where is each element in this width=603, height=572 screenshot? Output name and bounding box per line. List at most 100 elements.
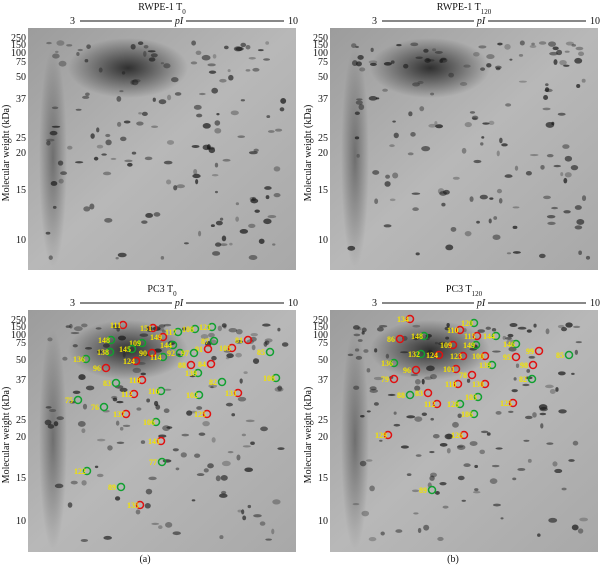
gel-spot xyxy=(500,517,504,520)
gel-spot xyxy=(491,464,500,468)
gel-spot xyxy=(196,473,205,477)
gel-spot xyxy=(257,49,264,52)
gel-spot xyxy=(262,323,271,327)
gel-spot xyxy=(124,159,133,163)
gel-spot xyxy=(457,413,462,419)
gel-spot xyxy=(281,342,289,347)
spot-label: 144 xyxy=(160,341,172,350)
gel-spot xyxy=(248,56,256,60)
gel-spot xyxy=(195,178,199,185)
gel-spot xyxy=(225,356,230,360)
gel-spot xyxy=(407,152,414,156)
mw-tick-label: 10 xyxy=(16,235,26,246)
gel-spot xyxy=(210,224,215,228)
gel-spot xyxy=(44,419,52,426)
gel-spot xyxy=(130,43,136,50)
gel-spot xyxy=(215,475,221,482)
pi-end: 10 xyxy=(288,16,298,27)
gel-spot xyxy=(184,242,189,245)
gel-spot xyxy=(208,384,217,389)
gel-spot xyxy=(540,164,545,170)
gel-spot xyxy=(148,476,157,481)
gel-spot xyxy=(110,157,117,160)
gel-spot xyxy=(372,170,380,175)
spot-label: 128 xyxy=(447,400,459,409)
spot-marker xyxy=(455,325,465,335)
gel-spot xyxy=(163,63,171,69)
gel-spot xyxy=(359,460,367,467)
spot-label: 102 xyxy=(186,391,198,400)
gel-spot xyxy=(411,489,420,493)
gel-spot xyxy=(248,223,256,228)
gel-spot xyxy=(574,349,579,355)
gel-spot xyxy=(237,396,247,402)
spot-marker xyxy=(453,379,463,389)
gel-spot xyxy=(581,195,587,202)
gel-spot xyxy=(578,51,585,57)
panel-title-text: PC3 T xyxy=(446,284,472,295)
gel-spot xyxy=(202,421,210,427)
mw-tick-label: 75 xyxy=(16,57,26,68)
gel-spot xyxy=(272,243,276,246)
gel-spot xyxy=(434,341,438,345)
gel-spot xyxy=(538,253,546,259)
gel-spot xyxy=(122,424,131,428)
gel-spot xyxy=(117,335,127,341)
spot-marker xyxy=(405,314,415,324)
gel-spot xyxy=(354,348,360,352)
gel-spot xyxy=(104,217,113,223)
gel-spot xyxy=(52,53,60,59)
gel-spot xyxy=(469,111,476,114)
gel-spot xyxy=(528,355,536,359)
mw-tick-label: 15 xyxy=(16,185,26,196)
gel-spot xyxy=(271,528,275,535)
gel-spot xyxy=(116,96,122,102)
gel-spot xyxy=(147,50,156,53)
gel-spot xyxy=(234,339,244,344)
spot-label: 100 xyxy=(472,352,484,361)
gel-spot xyxy=(279,107,285,112)
spot-label: 144 xyxy=(483,332,495,341)
gel-spot xyxy=(531,42,535,46)
gel-spot xyxy=(361,327,367,333)
gel-spot xyxy=(353,385,360,390)
gel-spot xyxy=(105,139,112,146)
gel-spot xyxy=(496,150,500,157)
gel-spot xyxy=(193,104,202,110)
gel-spot xyxy=(559,60,567,66)
pi-label: pI xyxy=(476,298,486,309)
gel-spot xyxy=(509,323,518,328)
spot-label: 151 xyxy=(140,324,152,333)
mw-tick-label: 150 xyxy=(11,322,26,333)
gel-spot xyxy=(252,67,260,72)
spot-label: 88 xyxy=(397,391,405,400)
gel-spot xyxy=(509,58,513,61)
pi-label: pI xyxy=(174,298,184,309)
gel-spot xyxy=(471,115,479,121)
spot-label: 85 xyxy=(257,348,265,357)
spot-marker xyxy=(157,457,167,467)
gel-spot xyxy=(429,475,435,481)
spot-label: 96 xyxy=(93,364,101,373)
gel-spot xyxy=(585,255,591,260)
gel-spot xyxy=(259,521,266,526)
gel-spot xyxy=(575,46,584,51)
gel-spot xyxy=(549,388,556,395)
spot-marker xyxy=(81,354,91,364)
spot-marker xyxy=(217,377,227,387)
gel-spot xyxy=(182,326,187,331)
gel-spot xyxy=(477,329,486,333)
gel-spot xyxy=(119,387,128,393)
gel-spot xyxy=(267,215,277,219)
gel-spot xyxy=(544,87,550,93)
gel-spot xyxy=(137,41,144,46)
gel-spot xyxy=(368,536,377,542)
caption: (a) xyxy=(139,554,150,565)
gel-spot xyxy=(359,67,366,72)
gel-spot xyxy=(469,196,474,202)
gel-spot xyxy=(412,335,420,341)
gel-spot xyxy=(544,384,554,389)
spot-label: 108 xyxy=(182,325,194,334)
gel-spot xyxy=(102,343,110,348)
gel-spot xyxy=(144,156,153,161)
